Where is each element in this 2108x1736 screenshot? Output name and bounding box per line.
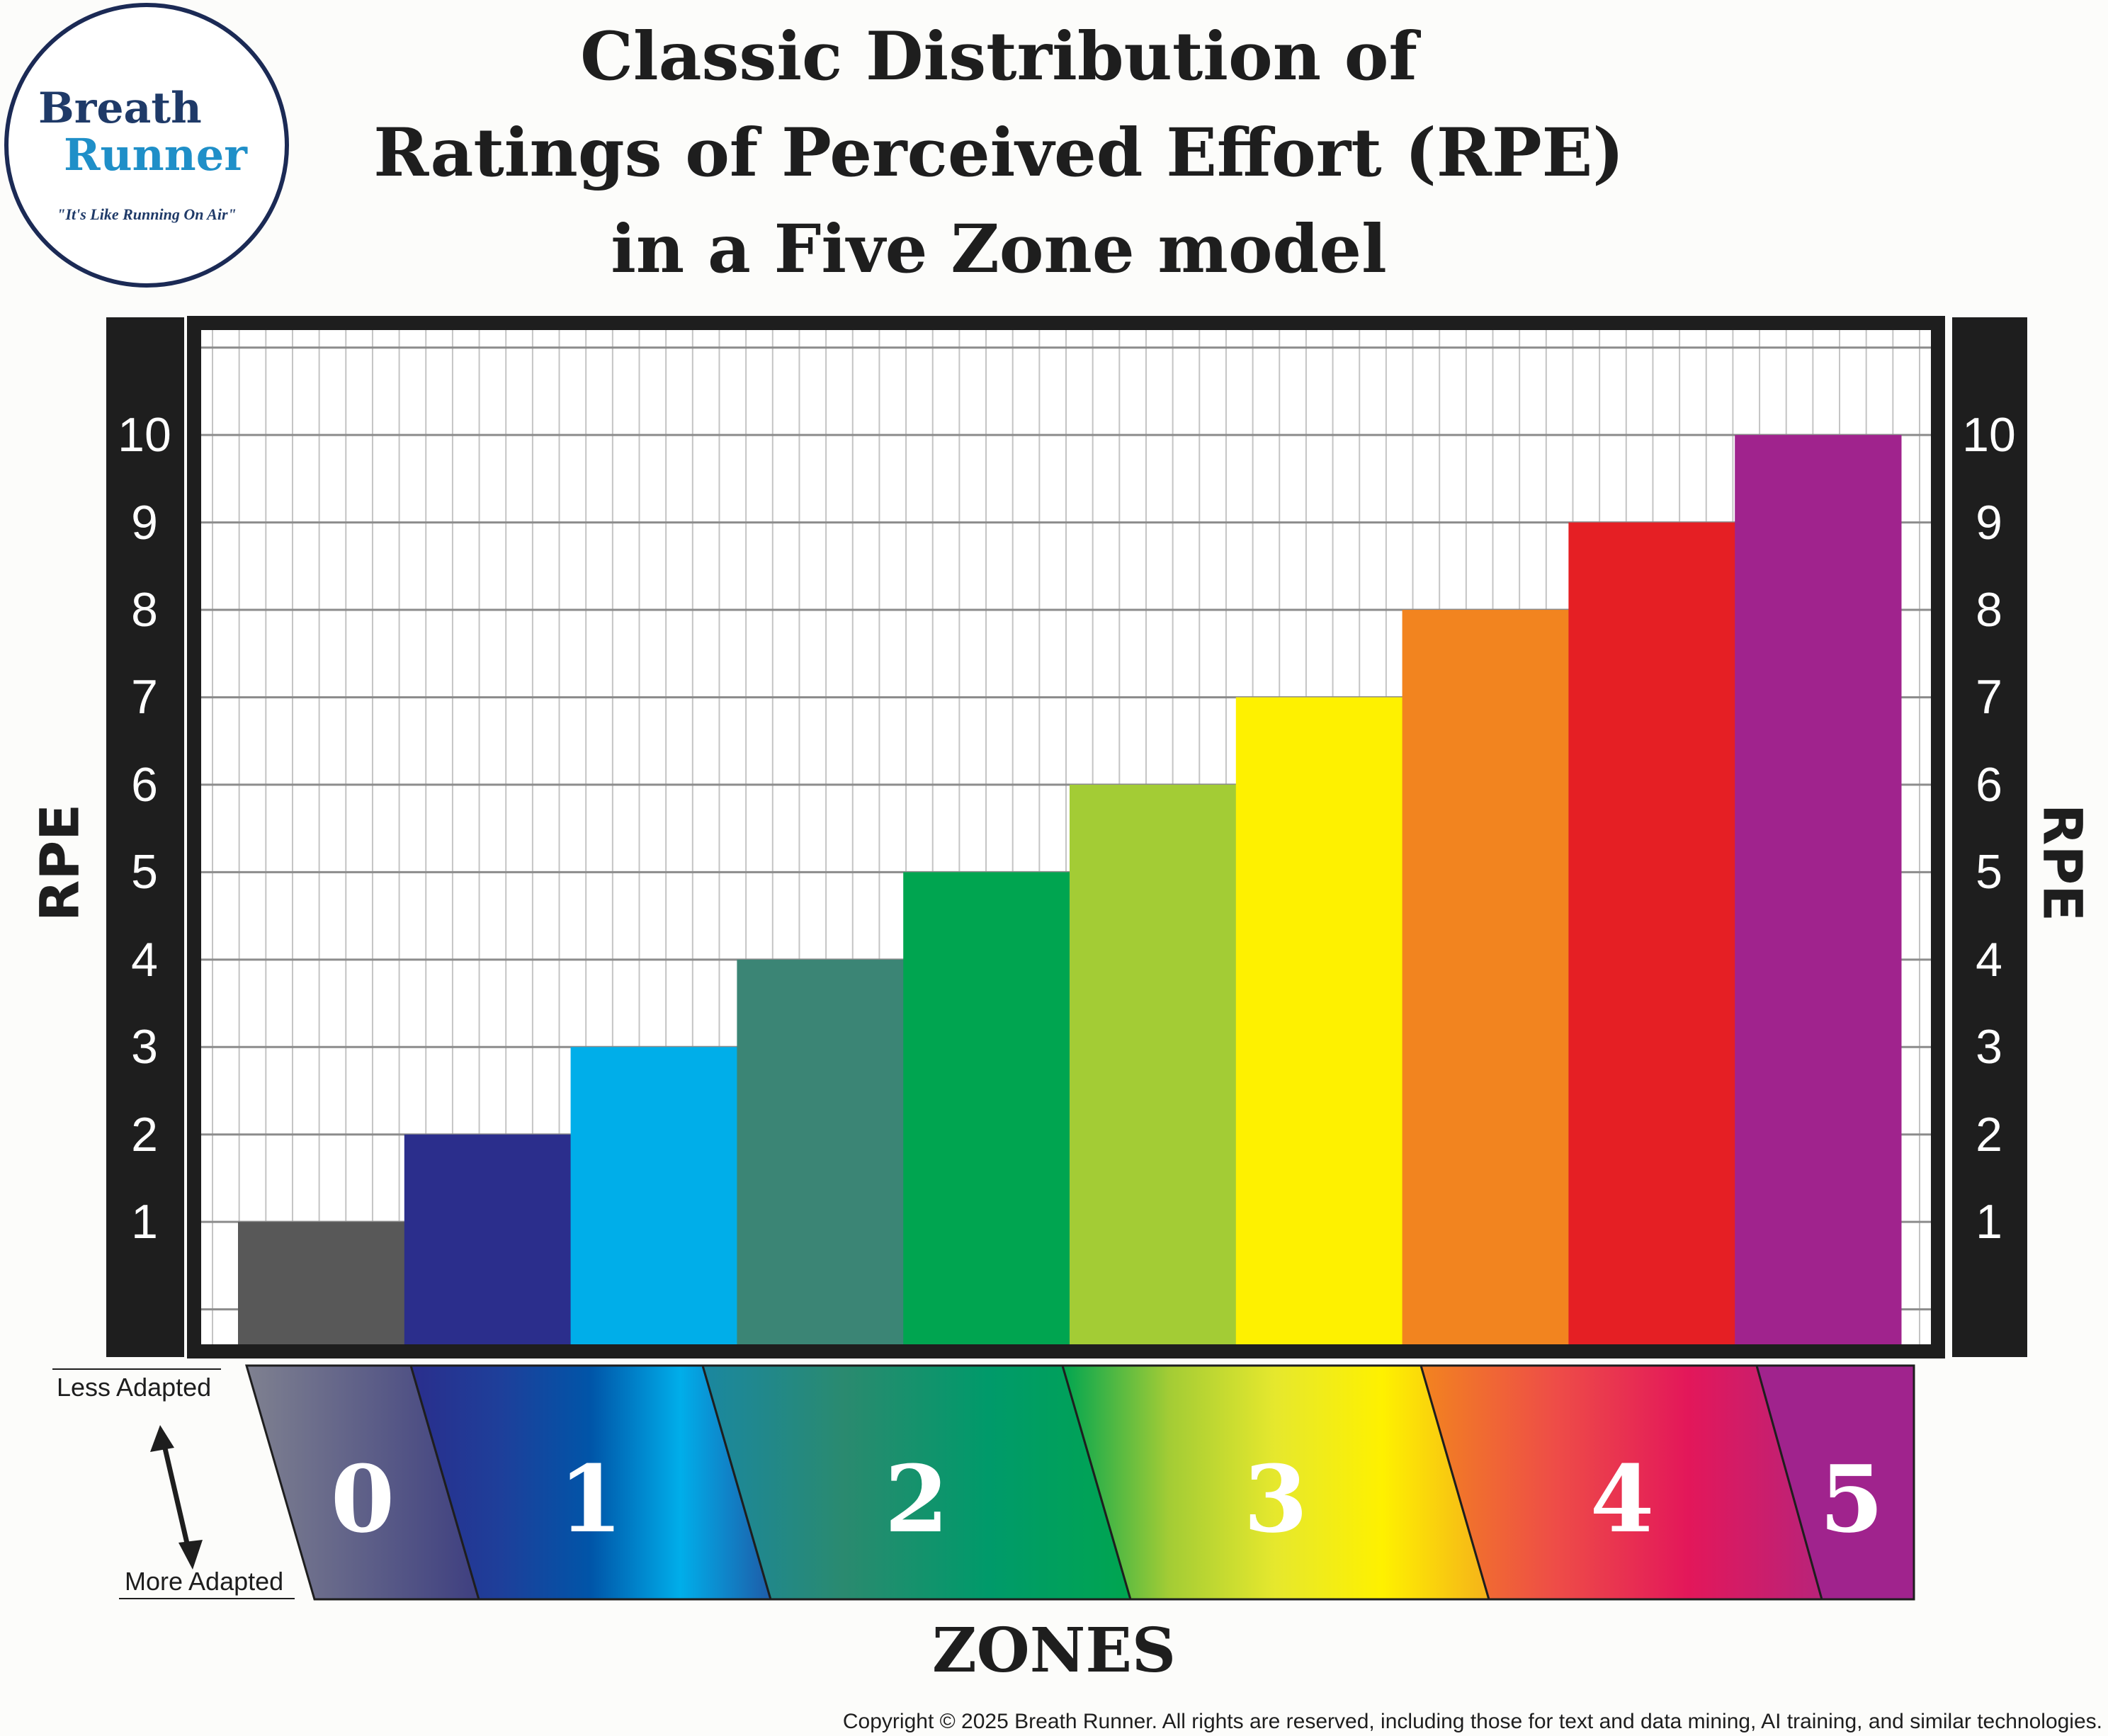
zone-label-0: 0 <box>331 1445 395 1553</box>
bar-1 <box>238 1222 405 1344</box>
bar-9 <box>1568 522 1735 1344</box>
y-tick-2: 2 <box>1976 1107 2002 1162</box>
zone-band: 0 1 2 3 4 5 <box>245 1364 1915 1601</box>
plot-area <box>201 330 1931 1345</box>
zone-label-4: 4 <box>1590 1445 1654 1553</box>
y-tick-5: 5 <box>1976 845 2002 900</box>
bar-7 <box>1235 697 1403 1344</box>
y-axis-label-right: RPE <box>2031 803 2095 922</box>
y-tick-6: 6 <box>1976 757 2002 812</box>
logo-line-2: Runner <box>64 129 247 181</box>
title-line-2: Ratings of Perceived Effort (RPE) <box>373 114 1624 192</box>
logo-line-1: Breath <box>38 84 202 133</box>
bar-3 <box>570 1047 737 1344</box>
chart-title: Classic Distribution of Ratings of Perce… <box>340 8 1658 297</box>
logo-tagline: "It's Like Running On Air" <box>57 205 237 223</box>
bar-8 <box>1402 610 1569 1345</box>
y-tick-10: 10 <box>1962 408 2016 463</box>
zone-label-2: 2 <box>885 1445 948 1553</box>
y-tick-8: 8 <box>131 583 158 637</box>
x-axis-label: ZONES <box>932 1615 1176 1686</box>
title-line-3: in a Five Zone model <box>611 210 1387 288</box>
y-tick-5: 5 <box>131 845 158 900</box>
title-line-1: Classic Distribution of <box>580 18 1417 96</box>
y-tick-3: 3 <box>1976 1020 2002 1074</box>
y-tick-10: 10 <box>118 408 171 463</box>
y-tick-9: 9 <box>131 495 158 550</box>
zone-label-5: 5 <box>1820 1445 1883 1553</box>
zone-label-3: 3 <box>1244 1445 1308 1553</box>
zone-5-band <box>1755 1364 1915 1601</box>
less-adapted-rule <box>52 1368 221 1370</box>
y-tick-1: 1 <box>1976 1195 2002 1249</box>
y-tick-7: 7 <box>131 670 158 725</box>
y-tick-7: 7 <box>1976 670 2002 725</box>
y-tick-1: 1 <box>131 1195 158 1249</box>
y-tick-6: 6 <box>131 757 158 812</box>
more-adapted-rule <box>119 1598 295 1599</box>
y-tick-3: 3 <box>131 1020 158 1074</box>
left-axis-bar <box>106 317 184 1357</box>
y-axis-label-left: RPE <box>28 803 91 922</box>
plot-frame <box>187 316 1945 1358</box>
more-adapted-label: More Adapted <box>125 1567 284 1596</box>
copyright-notice: Copyright © 2025 Breath Runner. All righ… <box>842 1710 2102 1733</box>
bar-10 <box>1735 435 1902 1344</box>
y-tick-4: 4 <box>131 932 158 987</box>
bar-2 <box>404 1134 572 1344</box>
y-tick-8: 8 <box>1976 583 2002 637</box>
bar-5 <box>903 872 1070 1344</box>
y-tick-2: 2 <box>131 1107 158 1162</box>
adaptation-arrow-icon <box>150 1425 203 1570</box>
bar-4 <box>737 959 904 1344</box>
y-tick-4: 4 <box>1976 932 2002 987</box>
brand-logo: Breath Runner "It's Like Running On Air" <box>4 3 289 288</box>
less-adapted-label: Less Adapted <box>57 1373 212 1402</box>
zone-label-1: 1 <box>559 1445 623 1553</box>
y-tick-9: 9 <box>1976 495 2002 550</box>
right-axis-bar <box>1952 317 2027 1357</box>
bar-6 <box>1070 784 1237 1344</box>
